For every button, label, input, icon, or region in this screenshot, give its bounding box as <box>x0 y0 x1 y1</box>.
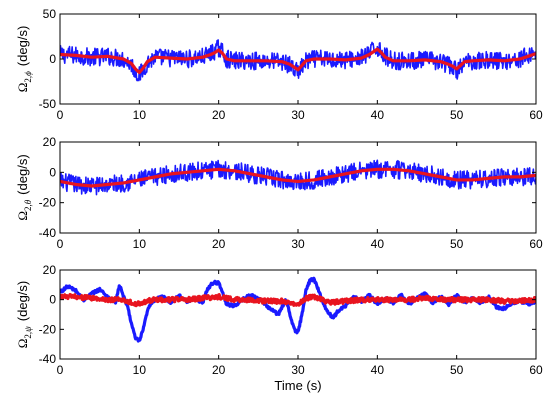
series-line-2 <box>60 167 536 188</box>
subplot-yaw-rate: 0 10 20 30 40 50 60 -40 -20 0 20 Ω2,ψ(deg/s) Time (s… <box>15 263 543 393</box>
y-tick-label: 0 <box>49 165 56 179</box>
y-axis-label: Ω2,ϕ(deg/s) <box>15 26 33 93</box>
x-tick-label: 60 <box>529 237 543 251</box>
series-line-2 <box>60 47 536 75</box>
y-tick-label: -20 <box>39 196 57 210</box>
x-tick-label: 50 <box>450 108 464 122</box>
x-tick-label: 10 <box>133 237 147 251</box>
y-tick-label: 20 <box>43 263 57 277</box>
x-tick-label: 40 <box>371 108 385 122</box>
series-line-2 <box>60 292 536 308</box>
x-tick-label: 30 <box>291 237 305 251</box>
x-tick-label: 30 <box>291 363 305 377</box>
y-tick-label: 20 <box>43 135 57 149</box>
x-tick-label: 0 <box>57 237 64 251</box>
plot-area <box>60 276 536 343</box>
plot-area <box>60 39 536 82</box>
y-tick-label: -50 <box>39 97 57 111</box>
subplot-pitch-rate: 0 10 20 30 40 50 60 -40 -20 0 20 Ω2,θ(deg/s) <box>15 135 543 251</box>
y-axis-label: Ω2,θ(deg/s) <box>15 154 33 220</box>
y-tick-label: -20 <box>39 322 57 336</box>
x-tick-label: 10 <box>133 363 147 377</box>
x-tick-label: 60 <box>529 363 543 377</box>
x-tick-label: 60 <box>529 108 543 122</box>
y-tick-label: 50 <box>43 7 57 21</box>
series-line-1 <box>60 276 536 343</box>
y-tick-label: -40 <box>39 226 57 240</box>
axes-frame <box>59 141 537 234</box>
y-tick-label: 0 <box>49 52 56 66</box>
x-tick-label: 0 <box>57 108 64 122</box>
x-tick-label: 0 <box>57 363 64 377</box>
x-tick-label: 20 <box>212 108 226 122</box>
x-axis-label: Time (s) <box>274 378 321 393</box>
x-tick-label: 10 <box>133 108 147 122</box>
y-tick-label: 0 <box>49 293 56 307</box>
x-tick-label: 40 <box>371 237 385 251</box>
x-tick-label: 20 <box>212 363 226 377</box>
x-tick-label: 50 <box>450 363 464 377</box>
x-tick-label: 40 <box>371 363 385 377</box>
plot-area <box>60 159 536 196</box>
y-tick-label: -40 <box>39 352 57 366</box>
x-tick-label: 50 <box>450 237 464 251</box>
x-tick-label: 20 <box>212 237 226 251</box>
y-axis-label: Ω2,ψ(deg/s) <box>15 281 33 348</box>
axes-frame <box>59 269 537 360</box>
series-line-1 <box>60 159 536 196</box>
x-tick-label: 30 <box>291 108 305 122</box>
